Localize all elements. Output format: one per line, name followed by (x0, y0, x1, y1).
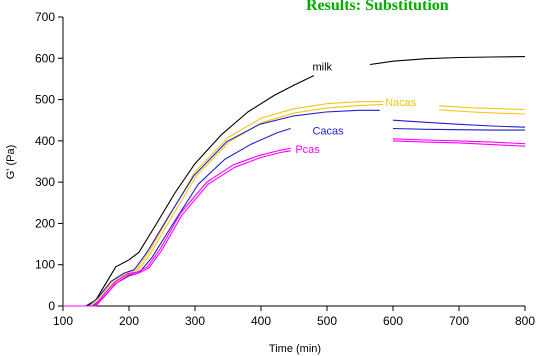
series-nacas-2 (63, 103, 526, 307)
y-tick-label: 100 (35, 258, 55, 272)
series-line-cacas (392, 127, 525, 131)
x-tick-label: 100 (53, 314, 73, 328)
series-line-pcas (63, 147, 291, 307)
x-axis-label: Time (min) (269, 343, 321, 355)
series-line-pcas (63, 150, 291, 307)
series-line-nacas (439, 109, 526, 115)
series-line-nacas (439, 105, 526, 111)
x-tick-label: 200 (119, 314, 139, 328)
x-tick-label: 500 (317, 314, 337, 328)
y-tick-label: 700 (35, 10, 55, 24)
series-label-cacas: Cacas (312, 126, 344, 138)
y-tick-label: 200 (35, 216, 55, 230)
series-pcas-5 (63, 138, 526, 307)
series-line-pcas (392, 140, 526, 147)
series-layer (63, 56, 526, 307)
series-label-pcas: Pcas (295, 144, 320, 156)
y-tick-label: 600 (35, 51, 55, 65)
series-label-nacas: Nacas (385, 97, 417, 109)
series-pcas-6 (63, 140, 526, 307)
y-tick-label: 0 (48, 299, 55, 313)
annotation-layer: milk Nacas Cacas Pcas (295, 62, 416, 157)
x-tick-label: 300 (185, 314, 205, 328)
series-line-cacas (63, 127, 291, 307)
x-tick-label: 400 (251, 314, 271, 328)
y-axis-label: G' (Pa) (5, 145, 17, 180)
y-tick-label: 500 (35, 93, 55, 107)
series-cacas-3 (63, 109, 526, 307)
series-cacas-4 (63, 127, 525, 307)
series-line-milk (63, 75, 315, 307)
y-tick-label: 300 (35, 175, 55, 189)
series-line-cacas (63, 109, 380, 307)
x-tick-label: 800 (515, 314, 535, 328)
series-line-cacas (392, 119, 526, 128)
x-tick-label: 600 (383, 314, 403, 328)
chart-title: Results: Substitution (306, 0, 449, 14)
series-line-milk (369, 56, 526, 66)
series-label-milk: milk (312, 62, 332, 74)
y-tick-label: 400 (35, 134, 55, 148)
x-tick-label: 700 (449, 314, 469, 328)
series-milk-0 (63, 56, 526, 307)
series-line-pcas (392, 138, 526, 145)
